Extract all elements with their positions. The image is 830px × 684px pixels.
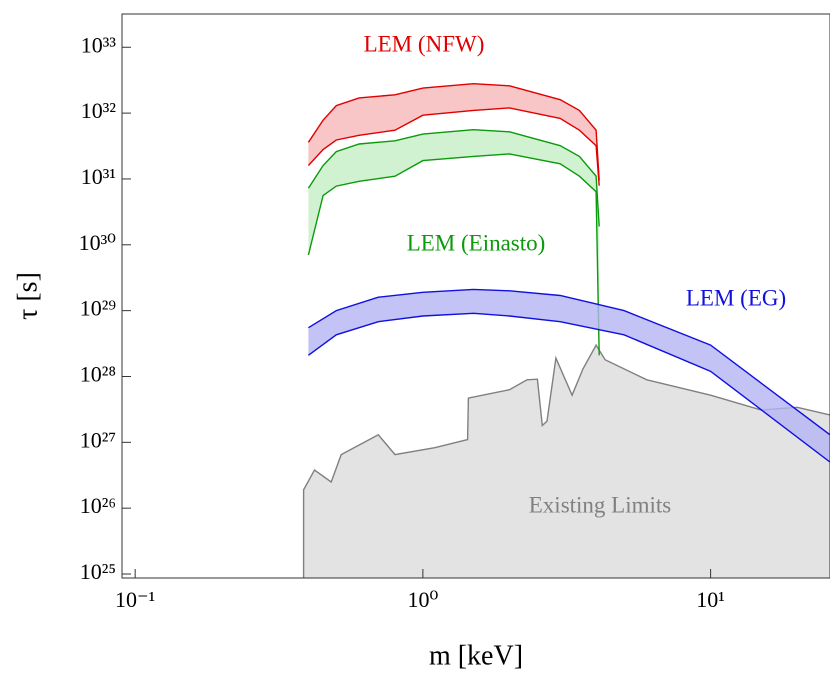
plot-frame — [121, 13, 830, 579]
x-axis-label: m [keV] — [429, 640, 523, 671]
y-tick-label: 10²⁷ — [80, 427, 116, 452]
y-tick-label: 10²⁹ — [80, 296, 117, 321]
x-tick-label: 10⁰ — [407, 587, 438, 612]
x-tick-label: 10¹ — [696, 587, 725, 612]
x-tick-label: 10⁻¹ — [115, 587, 155, 612]
series-label: Existing Limits — [529, 492, 672, 517]
series-label: LEM (EG) — [686, 285, 786, 310]
y-tick-label: 10³⁰ — [79, 230, 117, 255]
y-tick-label: 10²⁶ — [80, 493, 116, 518]
series-label: LEM (NFW) — [364, 31, 485, 56]
band-lower — [307, 153, 600, 356]
band-fill — [308, 83, 600, 186]
y-tick-label: 10³¹ — [81, 164, 116, 189]
y-tick-label: 10²⁸ — [80, 362, 116, 387]
y-tick-label: 10³³ — [81, 32, 117, 57]
band-fill — [308, 129, 600, 356]
limit-area — [303, 345, 830, 578]
band-fill — [308, 289, 830, 463]
band-lower — [307, 312, 830, 463]
band-lower — [307, 107, 600, 186]
y-tick-label: 10²⁵ — [80, 559, 116, 584]
limit-line — [302, 343, 830, 578]
band-upper — [307, 128, 600, 227]
series-label: LEM (Einasto) — [407, 230, 546, 255]
y-axis-label: τ [s] — [12, 272, 43, 320]
plot-area — [302, 82, 830, 578]
y-tick-label: 10³² — [81, 98, 117, 123]
band-upper — [307, 82, 600, 181]
band-upper — [308, 288, 830, 436]
